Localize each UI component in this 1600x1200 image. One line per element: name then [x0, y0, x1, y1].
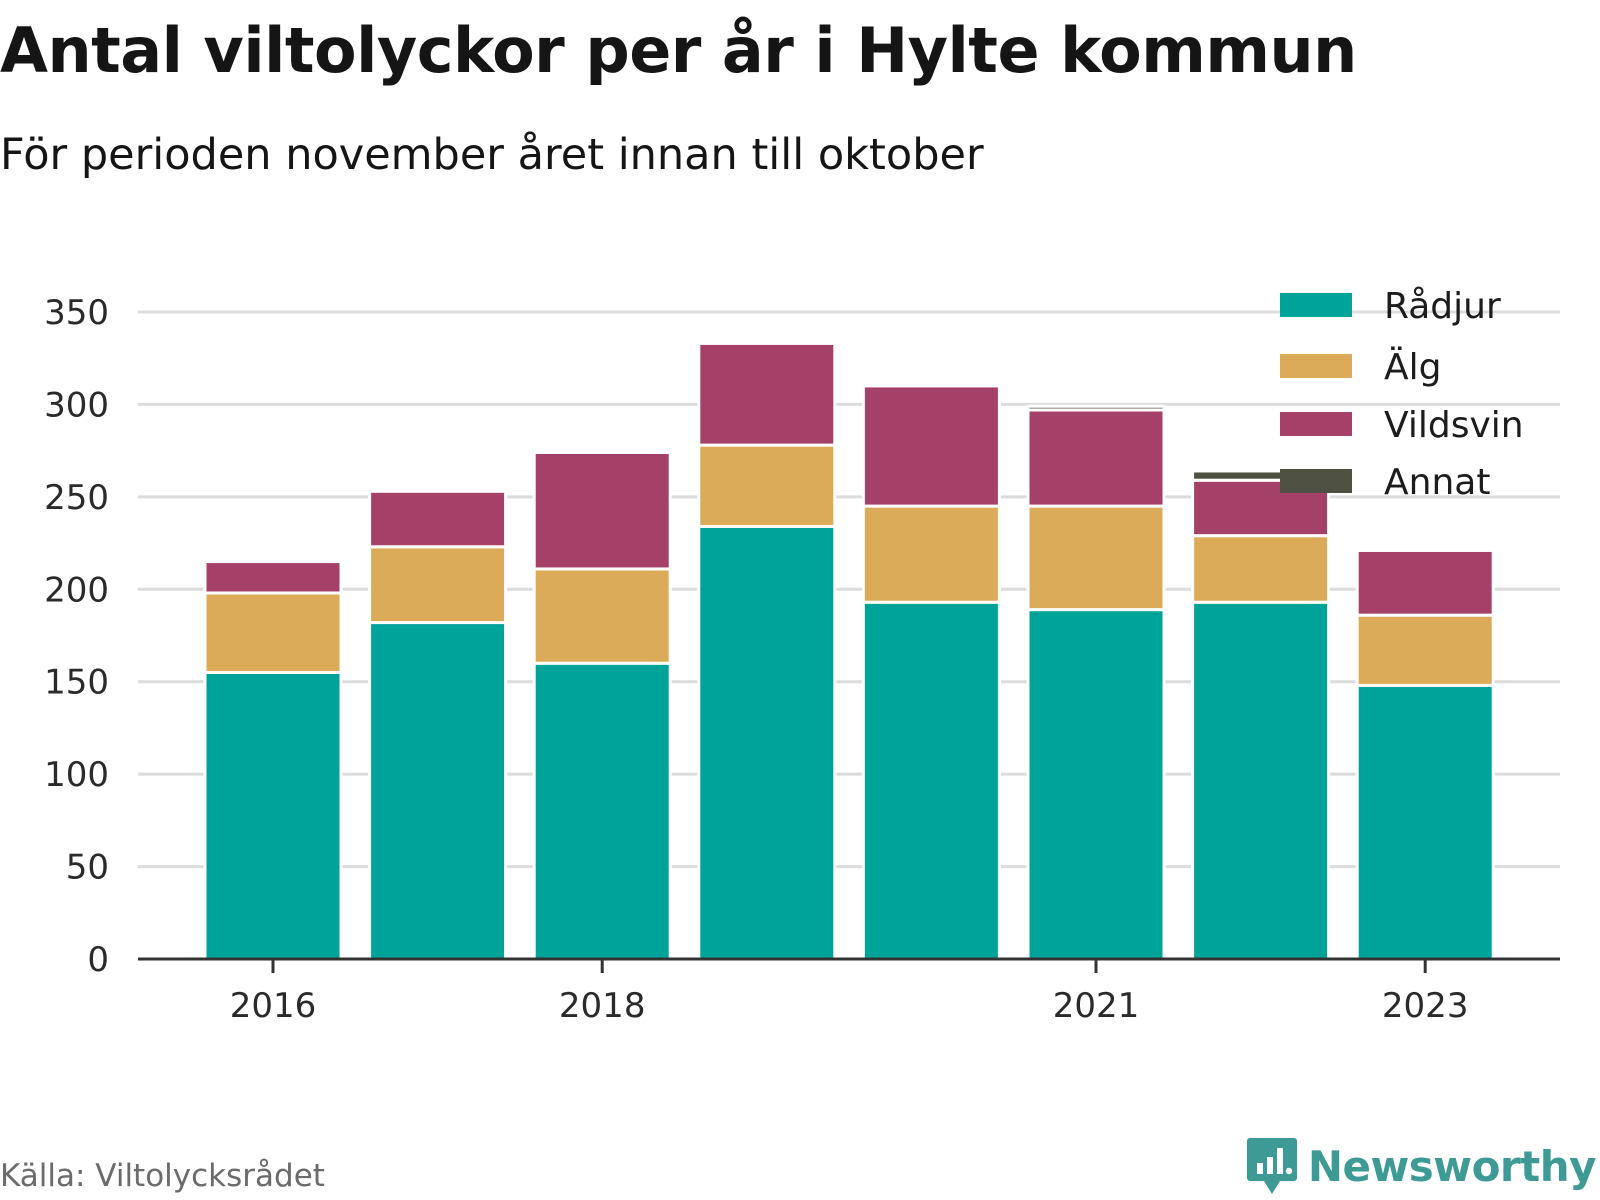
legend-label: Annat	[1384, 462, 1490, 503]
bar-stack-2021	[1026, 404, 1166, 961]
y-tick-label: 150	[44, 663, 109, 703]
legend: Rådjur Älg Vildsvin Annat	[1280, 286, 1524, 503]
y-tick-label: 300	[44, 385, 109, 425]
bar-2018-Vildsvin[interactable]	[532, 450, 672, 571]
bar-2022-Rådjur[interactable]	[1191, 600, 1331, 961]
x-tick-label: 2023	[1382, 986, 1469, 1026]
legend-item-Rådjur[interactable]: Rådjur	[1280, 286, 1501, 327]
chart-subtitle: För perioden november året innan till ok…	[0, 130, 984, 180]
bar-stack-2022	[1191, 469, 1331, 961]
bar-stack-2020	[861, 384, 1001, 961]
x-tick-label: 2018	[559, 986, 646, 1026]
newsworthy-logo-text: Newsworthy	[1307, 1141, 1597, 1191]
gridlines	[138, 310, 1560, 869]
y-tick-label: 50	[66, 848, 109, 888]
bar-stack-2019	[697, 341, 837, 961]
bar-stack-2023	[1355, 548, 1495, 961]
bar-2018-Älg[interactable]	[532, 567, 672, 665]
bar-2019-Älg[interactable]	[697, 443, 837, 528]
legend-item-Vildsvin[interactable]: Vildsvin	[1280, 405, 1524, 446]
bar-2019-Vildsvin[interactable]	[697, 341, 837, 447]
y-tick-label: 100	[44, 755, 109, 795]
bar-2022-Älg[interactable]	[1191, 534, 1331, 604]
chart-title: Antal viltolyckor per år i Hylte kommun	[0, 14, 1357, 87]
bar-2016-Vildsvin[interactable]	[203, 560, 343, 595]
legend-swatch	[1280, 412, 1352, 436]
bar-2020-Vildsvin[interactable]	[861, 384, 1001, 508]
bar-2023-Älg[interactable]	[1355, 613, 1495, 687]
legend-item-Annat[interactable]: Annat	[1280, 462, 1490, 503]
y-axis-ticks: 0 50 100 150 200 250 300 350	[44, 293, 109, 980]
legend-swatch	[1280, 469, 1352, 493]
source-note: Källa: Viltolycksrådet	[0, 1158, 325, 1194]
bar-2021-Vildsvin[interactable]	[1026, 408, 1166, 508]
legend-label: Vildsvin	[1384, 405, 1524, 446]
newsworthy-logo: Newsworthy	[1246, 1136, 1597, 1196]
y-tick-label: 0	[87, 940, 109, 980]
bar-stack-2018	[532, 450, 672, 961]
legend-swatch	[1280, 354, 1352, 378]
bar-2023-Vildsvin[interactable]	[1355, 548, 1495, 617]
x-tick-label: 2016	[230, 986, 317, 1026]
bar-2021-Älg[interactable]	[1026, 504, 1166, 612]
legend-label: Älg	[1384, 346, 1441, 388]
x-axis: 2016 2018 2021 2023	[138, 957, 1560, 1026]
bar-2017-Älg[interactable]	[368, 545, 508, 625]
y-tick-label: 200	[44, 570, 109, 610]
x-tick-label: 2021	[1053, 986, 1140, 1026]
bar-2017-Vildsvin[interactable]	[368, 489, 508, 549]
legend-label: Rådjur	[1384, 286, 1501, 327]
y-tick-label: 250	[44, 478, 109, 518]
bar-2018-Rådjur[interactable]	[532, 661, 672, 961]
bar-2016-Rådjur[interactable]	[203, 670, 343, 961]
bar-2016-Älg[interactable]	[203, 591, 343, 674]
bar-2017-Rådjur[interactable]	[368, 621, 508, 961]
bar-2021-Rådjur[interactable]	[1026, 608, 1166, 961]
bar-stack-2017	[368, 489, 508, 961]
bar-2023-Rådjur[interactable]	[1355, 683, 1495, 961]
stacked-bar-chart: 0 50 100 150 200 250 300 350 2016 2018 2021 2023 R…	[44, 286, 1560, 1026]
legend-swatch	[1280, 293, 1352, 317]
newsworthy-logo-icon	[1246, 1138, 1297, 1194]
legend-item-Älg[interactable]: Älg	[1280, 346, 1441, 388]
bar-stack-2016	[203, 560, 343, 961]
bars	[203, 341, 1495, 961]
bar-2020-Älg[interactable]	[861, 504, 1001, 604]
y-tick-label: 350	[44, 293, 109, 333]
bar-2020-Rådjur[interactable]	[861, 600, 1001, 961]
bar-2021-Annat[interactable]	[1026, 404, 1166, 412]
bar-2019-Rådjur[interactable]	[697, 524, 837, 961]
